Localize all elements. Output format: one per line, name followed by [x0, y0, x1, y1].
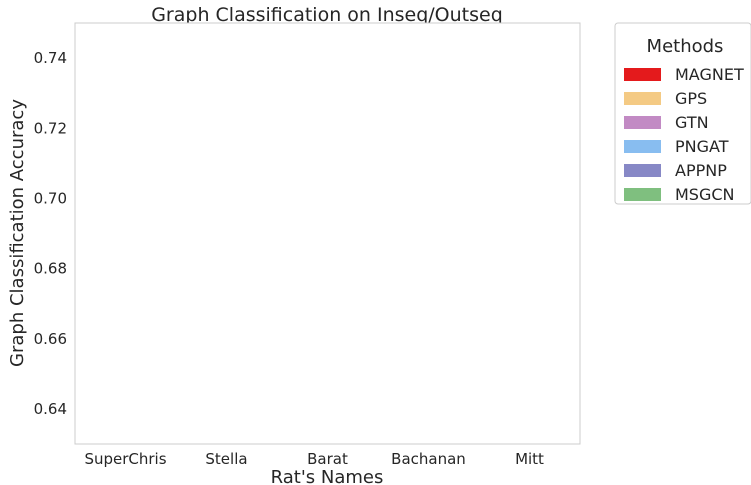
- legend-swatch-appnp: [624, 164, 661, 177]
- legend-label-pngat: PNGAT: [675, 137, 729, 156]
- legend-swatch-magnet: [624, 68, 661, 81]
- axes: 0.64 0.66 0.68 0.70 0.72 0.74 SuperChris Stella…: [34, 22, 581, 468]
- legend-label-msgcn: MSGCN: [675, 185, 735, 204]
- y-axis-label: Graph Classification Accuracy: [7, 99, 28, 367]
- x-tick-label: SuperChris: [84, 450, 166, 468]
- legend: Methods MAGNET GPS GTN PNGAT APPNP MSGCN: [614, 22, 751, 205]
- legend-swatch-msgcn: [624, 188, 661, 201]
- legend-label-gtn: GTN: [675, 113, 709, 132]
- x-axis-label: Rat's Names: [271, 467, 384, 485]
- y-tick-label: 0.70: [34, 189, 67, 207]
- legend-label-gps: GPS: [675, 89, 707, 108]
- chart-title: Graph Classification on Inseq/Outseq: [151, 4, 503, 26]
- legend-label-magnet: MAGNET: [675, 65, 744, 84]
- legend-label-appnp: APPNP: [675, 161, 727, 180]
- x-tick-label: Mitt: [515, 450, 544, 468]
- plot-frame: [74, 22, 581, 445]
- y-tick-label: 0.68: [34, 260, 67, 278]
- x-tick-label: Barat: [307, 450, 348, 468]
- y-tick-label: 0.72: [34, 119, 67, 137]
- y-tick-label: 0.64: [34, 400, 67, 418]
- legend-swatch-pngat: [624, 140, 661, 153]
- x-tick-label: Stella: [205, 450, 247, 468]
- y-tick-label: 0.74: [34, 49, 67, 67]
- x-tick-label: Bachanan: [391, 450, 466, 468]
- legend-swatch-gps: [624, 92, 661, 105]
- legend-swatch-gtn: [624, 116, 661, 129]
- legend-title: Methods: [647, 36, 724, 57]
- y-tick-label: 0.66: [34, 330, 67, 348]
